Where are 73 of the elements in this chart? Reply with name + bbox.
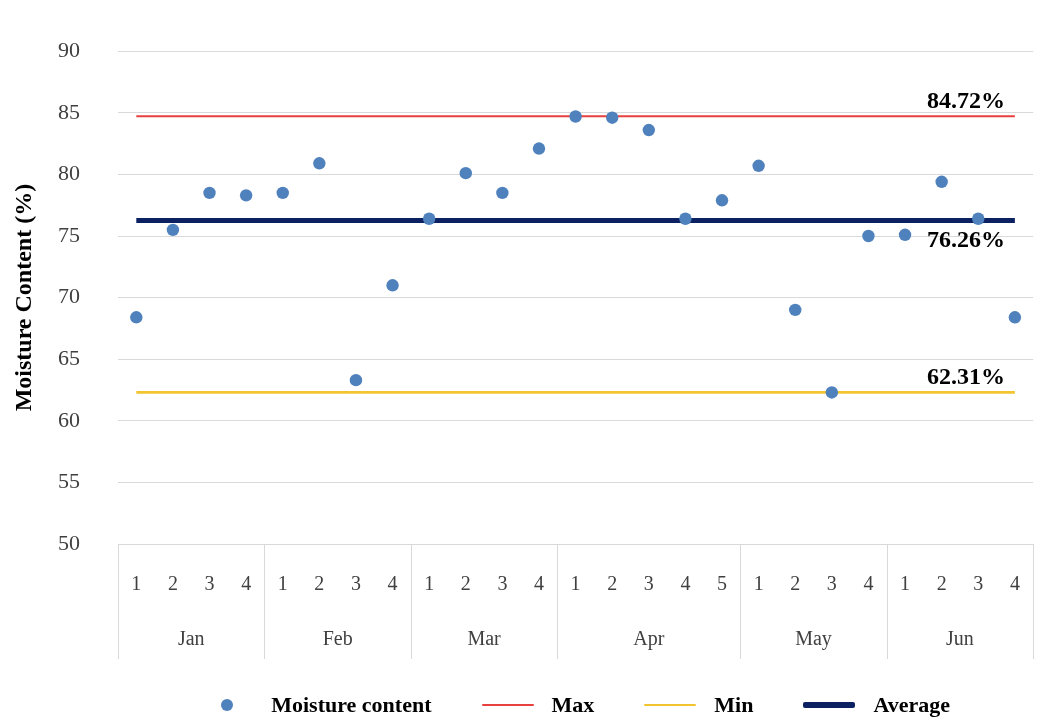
x-tick-label: 2 [607,572,618,595]
point [752,159,765,172]
text: Apr [633,627,665,651]
point [569,110,582,123]
legend-label: Max [551,692,595,718]
x-tick-label: 2 [314,572,325,595]
x-tick-label: 1 [131,572,142,595]
y-tick-label: 70 [58,283,80,309]
x-tick-label: 3 [204,572,215,595]
x-tick-label: 1 [570,572,581,595]
x-tick-label: 2 [790,572,801,595]
point [789,303,802,317]
text: Jun [946,627,974,650]
point [422,212,436,225]
x-tick-label: 3 [973,572,984,595]
y-tick-label: 50 [58,529,80,555]
x-tick-label: 1 [753,572,764,595]
point [166,223,180,237]
y-axis-title: Moisture Content (%) [9,183,36,412]
point [1008,311,1022,324]
point [349,373,363,387]
text: Feb [322,627,353,650]
y-tick-label: 75 [58,221,80,247]
x-tick-label: 4 [387,572,398,595]
y-tick-label: 65 [58,344,80,370]
y-tick-label: 55 [58,468,80,494]
point [532,142,546,155]
legend-label: Moisture content [271,692,432,718]
point [239,189,253,202]
text: May [795,627,832,651]
point [972,212,985,225]
legend-label: Average [873,692,950,718]
text: Jan [177,627,205,650]
y-tick-label: 80 [58,160,80,186]
x-tick-label: 4 [1009,572,1020,595]
x-tick-label: 2 [167,572,178,595]
point [679,212,692,225]
legend-label: Min [714,692,754,718]
point [862,229,875,243]
point [203,186,216,200]
x-tick-label: 3 [826,572,837,595]
point [606,111,619,124]
x-tick-label: 4 [863,572,874,595]
data-label: 62.31% [926,363,1005,390]
point [898,228,912,241]
x-tick-label: 4 [533,572,544,595]
text: Mar [467,627,502,650]
x-tick-label: 2 [460,572,471,595]
x-tick-label: 3 [350,572,361,595]
point [825,386,839,399]
x-tick-label: 5 [717,572,728,595]
data-label: 84.72% [926,87,1005,114]
y-tick-label: 85 [58,98,80,124]
point [715,194,729,207]
point [496,186,509,200]
x-tick-label: 2 [936,572,947,595]
x-tick-label: 3 [643,572,654,595]
x-tick-label: 1 [900,572,911,595]
x-tick-label: 4 [680,572,691,595]
point [935,175,948,188]
point [130,311,143,324]
point [642,123,655,137]
point [276,186,289,200]
point [386,279,399,292]
y-tick-label: 60 [58,406,80,432]
point [459,166,472,180]
x-tick-label: 4 [241,572,252,595]
point [313,157,326,170]
x-tick-label: 1 [277,572,288,595]
x-tick-label: 1 [424,572,435,595]
x-tick-label: 3 [497,572,508,595]
data-label: 76.26% [926,225,1005,252]
y-tick-label: 90 [58,36,80,62]
